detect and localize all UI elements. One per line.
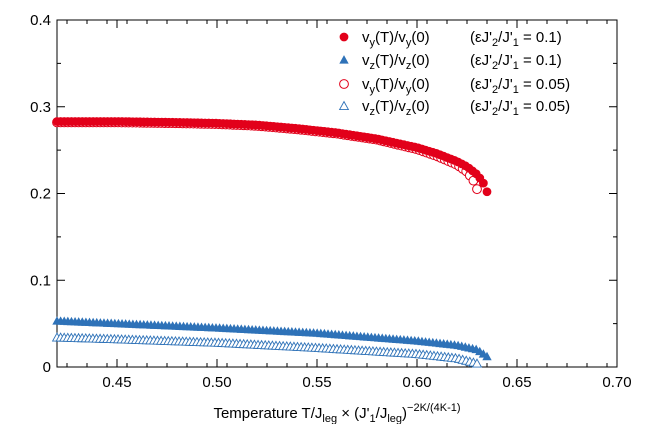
x-tick-label: 0.60 [402,374,431,391]
series-3 [51,332,483,368]
x-tick-label: 0.65 [502,374,531,391]
legend-label: vz(T)/vz(0) [362,98,430,118]
y-tick-label: 0.2 [30,186,51,203]
series-point [478,178,488,188]
legend-param: (εJ'2/J'1 = 0.1) [470,29,562,49]
y-tick-label: 0.3 [30,99,51,116]
x-axis-title: Temperature T/Jleg × (J'1/Jleg)−2K/(4K-1… [213,402,460,424]
legend-marker [338,100,350,110]
x-tick-label: 0.55 [302,374,331,391]
legend-label: vz(T)/vz(0) [362,52,430,72]
legend: vy(T)/vy(0) (εJ'2/J'1 = 0.1) vz(T)/vz(0) (ε… [338,29,570,118]
series-point [472,184,482,195]
x-tick-label: 0.50 [202,374,231,391]
series-layer [51,117,492,368]
y-tick-label: 0.4 [30,12,51,29]
legend-param: (εJ'2/J'1 = 0.05) [470,76,570,96]
legend-marker [339,32,349,42]
axis-ticks: 0.45 0.50 0.55 0.60 0.65 0.70 0 0.1 0.2 0.3 0.4 [30,12,631,391]
y-tick-label: 0.1 [30,272,51,289]
legend-marker [339,55,349,64]
y-tick-label: 0 [43,359,51,376]
series-1 [52,316,492,361]
legend-marker [339,79,349,89]
x-tick-label: 0.45 [102,374,131,391]
legend-label: vy(T)/vy(0) [362,29,430,49]
x-tick-label: 0.70 [602,374,631,391]
legend-label: vy(T)/vy(0) [362,76,430,96]
series-point [471,358,483,368]
plot-frame [56,19,618,368]
legend-param: (εJ'2/J'1 = 0.05) [470,98,570,118]
series-0 [52,117,492,197]
series-point [482,187,492,197]
series-point [482,351,492,361]
legend-param: (εJ'2/J'1 = 0.1) [470,52,562,72]
